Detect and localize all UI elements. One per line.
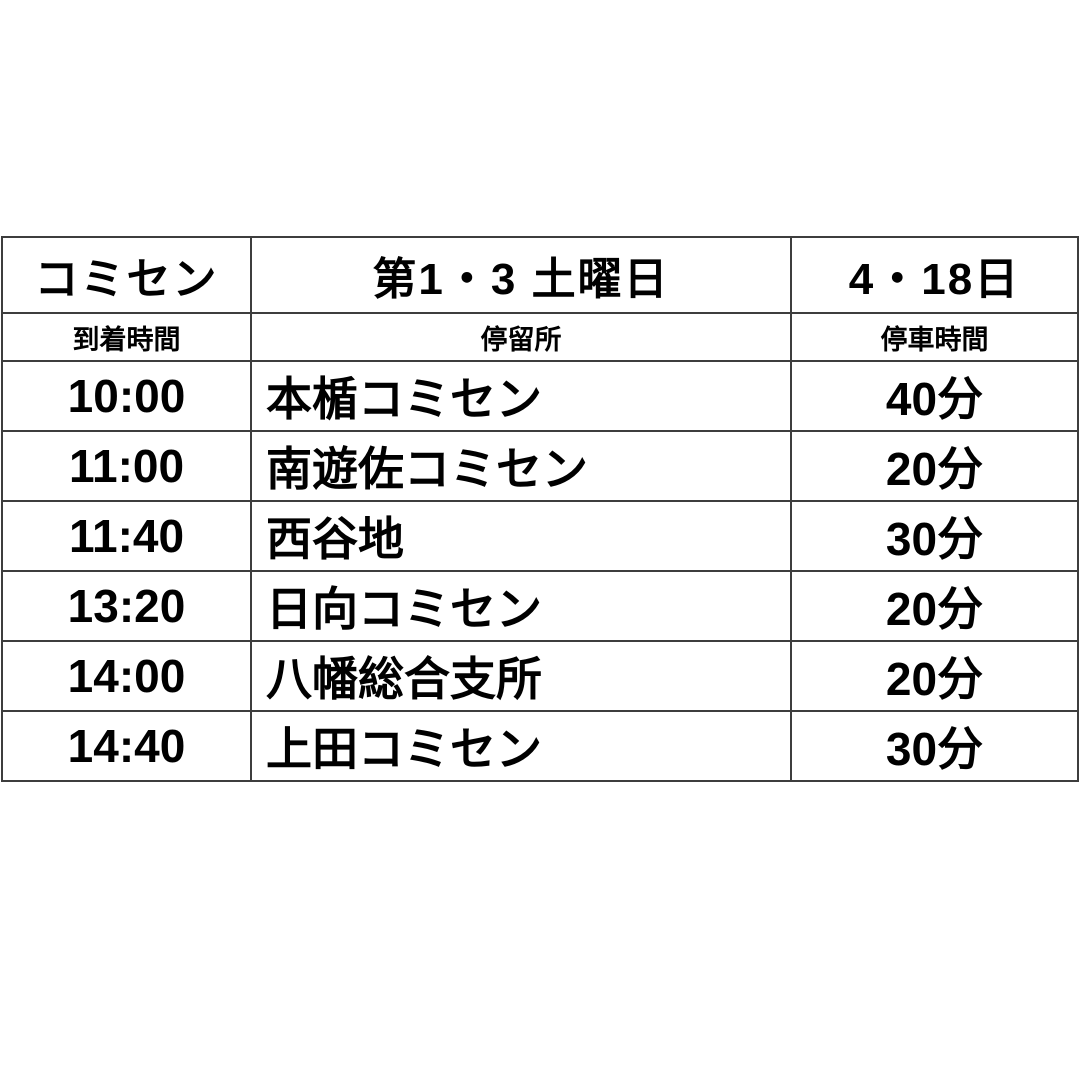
arrival-time: 11:40 (1, 500, 252, 572)
stop-name: 本楯コミセン (250, 360, 792, 432)
subheader-stop-name: 停留所 (250, 312, 792, 362)
bus-timetable-table: コミセン 第1・3 土曜日 4・18日 到着時間 停留所 停車時間 10:00 … (1, 236, 1079, 782)
arrival-time: 14:00 (1, 640, 252, 712)
stop-name: 日向コミセン (250, 570, 792, 642)
table-subheader-row: 到着時間 停留所 停車時間 (1, 312, 1079, 362)
table-header-row: コミセン 第1・3 土曜日 4・18日 (1, 236, 1079, 314)
table-row: 14:00 八幡総合支所 20分 (1, 640, 1079, 712)
header-service-dates: 4・18日 (790, 236, 1079, 314)
header-route-name: コミセン (1, 236, 252, 314)
header-service-days: 第1・3 土曜日 (250, 236, 792, 314)
stop-duration: 20分 (790, 640, 1079, 712)
subheader-arrival-time: 到着時間 (1, 312, 252, 362)
stop-name: 西谷地 (250, 500, 792, 572)
stop-duration: 30分 (790, 710, 1079, 782)
stop-duration: 20分 (790, 570, 1079, 642)
table-row: 11:40 西谷地 30分 (1, 500, 1079, 572)
table-row: 11:00 南遊佐コミセン 20分 (1, 430, 1079, 502)
stop-duration: 40分 (790, 360, 1079, 432)
table-row: 13:20 日向コミセン 20分 (1, 570, 1079, 642)
arrival-time: 14:40 (1, 710, 252, 782)
subheader-stop-duration: 停車時間 (790, 312, 1079, 362)
stop-name: 南遊佐コミセン (250, 430, 792, 502)
table-row: 14:40 上田コミセン 30分 (1, 710, 1079, 782)
arrival-time: 11:00 (1, 430, 252, 502)
table-row: 10:00 本楯コミセン 40分 (1, 360, 1079, 432)
arrival-time: 13:20 (1, 570, 252, 642)
stop-duration: 20分 (790, 430, 1079, 502)
stop-name: 八幡総合支所 (250, 640, 792, 712)
arrival-time: 10:00 (1, 360, 252, 432)
stop-name: 上田コミセン (250, 710, 792, 782)
stop-duration: 30分 (790, 500, 1079, 572)
